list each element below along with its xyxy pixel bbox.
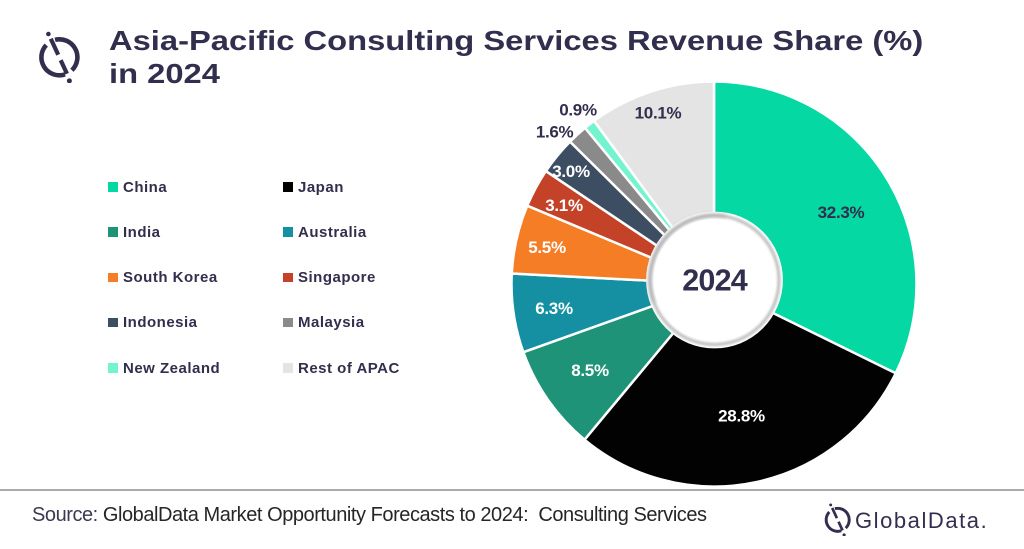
svg-text:32.3%: 32.3% [818, 203, 865, 222]
svg-text:10.1%: 10.1% [635, 104, 682, 123]
svg-text:1.6%: 1.6% [536, 123, 574, 142]
svg-text:5.5%: 5.5% [528, 238, 566, 257]
svg-text:2024: 2024 [682, 264, 747, 298]
svg-text:0.9%: 0.9% [559, 101, 597, 120]
svg-text:3.0%: 3.0% [552, 162, 590, 181]
svg-text:6.3%: 6.3% [535, 299, 573, 318]
svg-text:28.8%: 28.8% [718, 407, 765, 426]
svg-text:8.5%: 8.5% [571, 361, 609, 380]
svg-text:3.1%: 3.1% [545, 196, 583, 215]
